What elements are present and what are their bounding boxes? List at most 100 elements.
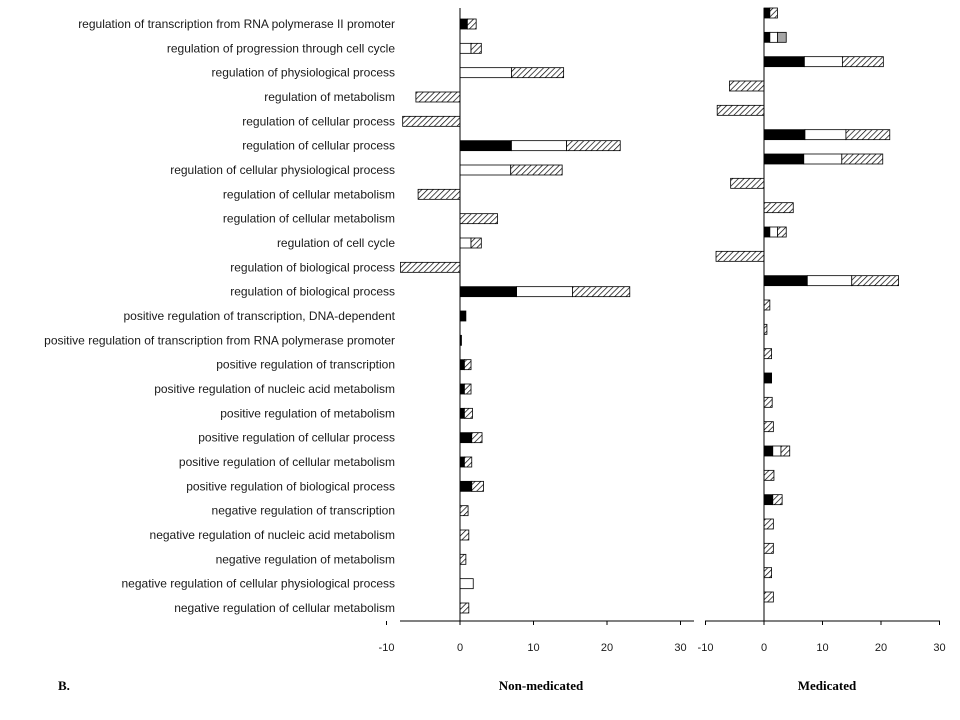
bar-segment-hatched — [510, 164, 563, 176]
x-tick-label: 30 — [674, 642, 686, 654]
bar — [763, 396, 773, 408]
bar — [459, 42, 482, 54]
bar-segment-hatched — [777, 226, 787, 238]
category-label: regulation of progression through cell c… — [167, 41, 395, 55]
category-label: regulation of cellular physiological pro… — [170, 163, 395, 177]
bar — [459, 432, 483, 444]
bar-segment-hatched — [763, 299, 771, 311]
bar — [459, 140, 621, 152]
bar — [763, 445, 791, 457]
bar-segment-hatched — [459, 529, 470, 541]
bar-segment-black — [459, 310, 467, 322]
bar — [459, 553, 467, 565]
bar — [763, 469, 775, 481]
category-label: negative regulation of nucleic acid meta… — [150, 528, 395, 542]
x-tick-label: 20 — [875, 642, 887, 654]
bar-segment-hatched — [772, 494, 783, 506]
bar-segment-hatched — [464, 456, 473, 468]
bar-segment-hatched — [841, 56, 884, 68]
category-label: regulation of cellular metabolism — [223, 212, 395, 226]
bar-segment-hatched — [466, 18, 477, 30]
bar — [763, 153, 884, 165]
panel-label: B. — [58, 678, 70, 693]
bar — [763, 56, 884, 68]
bar — [459, 602, 470, 614]
category-label: regulation of cellular process — [242, 139, 395, 153]
category-label: regulation of biological process — [230, 260, 395, 274]
bar-segment-hatched — [566, 140, 621, 152]
bar-segment-hatched — [464, 359, 472, 371]
category-label: negative regulation of cellular physiolo… — [122, 577, 396, 591]
bar-segment-white — [804, 129, 847, 141]
bar — [763, 7, 778, 19]
bar — [459, 383, 472, 395]
x-tick-label: -10 — [379, 642, 395, 654]
bar — [459, 310, 467, 322]
bar — [730, 177, 765, 189]
bar-segment-hatched — [729, 80, 765, 92]
bar-segment-hatched — [400, 261, 461, 273]
bar-segment-black — [459, 456, 465, 468]
bar-segment-hatched — [402, 115, 461, 127]
bar-segment-hatched — [572, 286, 631, 298]
bar-segment-hatched — [464, 383, 472, 395]
category-label: positive regulation of transcription — [216, 358, 395, 372]
bar — [763, 591, 774, 603]
bar-segment-hatched — [763, 542, 774, 554]
bar-segment-white — [806, 275, 853, 287]
bar-segment-hatched — [763, 202, 794, 214]
category-label: positive regulation of cellular process — [198, 431, 395, 445]
x-tick-label: 10 — [816, 642, 828, 654]
bar-segment-white — [459, 164, 512, 176]
bar-segment-white — [772, 445, 782, 457]
category-label: regulation of biological process — [230, 285, 395, 299]
bar — [417, 188, 461, 200]
bar-segment-hatched — [730, 177, 765, 189]
category-label: negative regulation of metabolism — [216, 552, 395, 566]
bar — [763, 31, 787, 43]
bar — [459, 480, 484, 492]
bar — [459, 578, 474, 590]
category-label: positive regulation of transcription fro… — [44, 333, 395, 347]
bar-segment-hatched — [763, 421, 774, 433]
bar-segment-black — [763, 7, 771, 19]
bar-segment-hatched — [763, 396, 773, 408]
category-label: regulation of transcription from RNA pol… — [78, 17, 395, 31]
bar — [763, 226, 787, 238]
bar — [716, 104, 765, 116]
bar — [400, 261, 461, 273]
bar-segment-hatched — [459, 602, 470, 614]
bar-segment-black — [763, 275, 808, 287]
bar-segment-black — [763, 372, 773, 384]
bar — [763, 275, 899, 287]
bar-segment-hatched — [763, 469, 775, 481]
bar — [715, 250, 765, 262]
category-label: positive regulation of nucleic acid meta… — [154, 382, 395, 396]
panel-non-medicated: -10 0 10 20 30 — [379, 8, 694, 654]
bar-segment-hatched — [464, 407, 473, 419]
bar-segment-hatched — [715, 250, 765, 262]
bar — [459, 529, 470, 541]
bar-segment-hatched — [470, 237, 482, 249]
bar-segment-black — [459, 432, 473, 444]
category-label: negative regulation of cellular metaboli… — [174, 601, 395, 615]
category-label: negative regulation of transcription — [212, 504, 395, 518]
bar-segment-hatched — [845, 129, 891, 141]
bar-segment-hatched — [471, 480, 484, 492]
bar — [459, 286, 631, 298]
category-label: regulation of cellular metabolism — [223, 187, 395, 201]
panel-title-non-medicated: Non-medicated — [499, 678, 584, 693]
bar — [459, 164, 563, 176]
bar-segment-hatched — [763, 567, 773, 579]
bar-segment-hatched — [780, 445, 791, 457]
bar-segment-hatched — [459, 553, 467, 565]
bar-segment-black — [763, 153, 805, 165]
bar-segment-black — [459, 407, 465, 419]
bar — [402, 115, 461, 127]
bar-segment-black — [459, 383, 465, 395]
bar — [763, 299, 771, 311]
bar — [415, 91, 461, 103]
bar-segment-black — [763, 445, 774, 457]
bar-segment-hatched — [769, 7, 778, 19]
